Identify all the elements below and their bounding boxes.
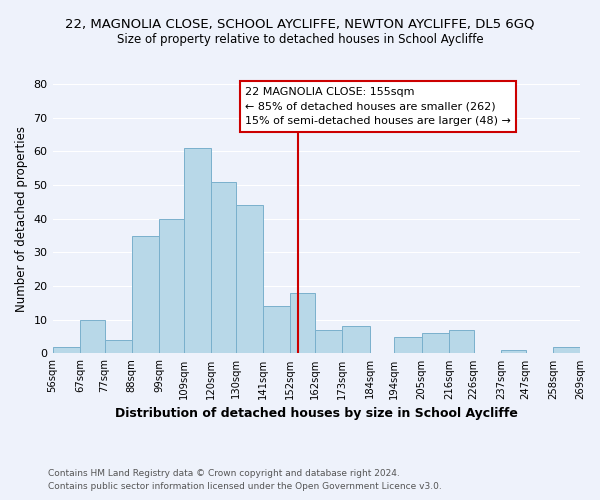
Text: 22 MAGNOLIA CLOSE: 155sqm
← 85% of detached houses are smaller (262)
15% of semi: 22 MAGNOLIA CLOSE: 155sqm ← 85% of detac… [245,86,511,126]
Bar [159,218,184,354]
Bar [263,306,290,354]
Text: Contains HM Land Registry data © Crown copyright and database right 2024.: Contains HM Land Registry data © Crown c… [48,468,400,477]
Bar [449,330,473,353]
Bar [342,326,370,353]
Bar [132,236,159,354]
Bar [104,340,132,353]
Bar [394,336,422,353]
Bar [184,148,211,354]
Text: 22, MAGNOLIA CLOSE, SCHOOL AYCLIFFE, NEWTON AYCLIFFE, DL5 6GQ: 22, MAGNOLIA CLOSE, SCHOOL AYCLIFFE, NEW… [65,18,535,30]
Bar [501,350,526,354]
Bar [290,293,315,354]
Text: Size of property relative to detached houses in School Aycliffe: Size of property relative to detached ho… [116,32,484,46]
Bar [80,320,104,354]
Y-axis label: Number of detached properties: Number of detached properties [15,126,28,312]
X-axis label: Distribution of detached houses by size in School Aycliffe: Distribution of detached houses by size … [115,407,518,420]
Bar [236,205,263,354]
Bar [315,330,342,353]
Bar [422,333,449,353]
Text: Contains public sector information licensed under the Open Government Licence v3: Contains public sector information licen… [48,482,442,491]
Bar [211,182,236,354]
Bar [553,346,580,354]
Bar [53,346,80,354]
